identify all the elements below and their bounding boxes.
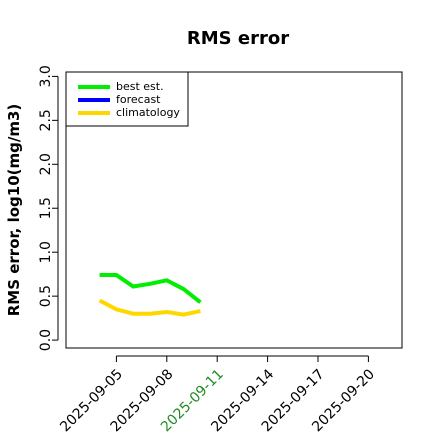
- y-tick-label: 1.5: [38, 197, 54, 219]
- y-tick-label: 2.5: [38, 109, 54, 131]
- y-tick-label: 0.0: [38, 329, 54, 351]
- y-tick-label: 2.0: [38, 153, 54, 175]
- y-tick-label: 0.5: [38, 285, 54, 307]
- series-line: [99, 273, 202, 304]
- plot-box: [65, 71, 403, 349]
- y-axis-label: RMS error, log10(mg/m3): [5, 104, 23, 317]
- y-tick-label: 3.0: [38, 65, 54, 87]
- series-line: [98, 298, 201, 317]
- legend-label: best est.: [116, 80, 164, 93]
- legend-label: climatology: [116, 106, 180, 119]
- y-tick-label: 1.0: [38, 241, 54, 263]
- legend-label: forecast: [116, 93, 161, 106]
- chart-title: RMS error: [187, 28, 289, 49]
